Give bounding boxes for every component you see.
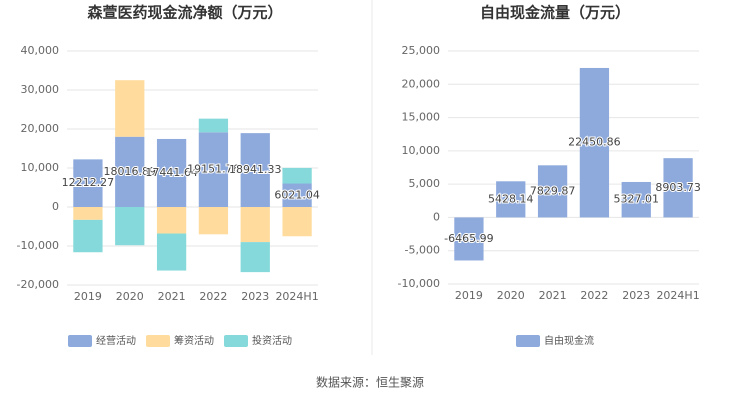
y-tick-label: 0 bbox=[52, 200, 59, 213]
bar bbox=[198, 207, 229, 235]
bar bbox=[115, 207, 145, 246]
y-tick-label: 0 bbox=[433, 210, 440, 223]
bar bbox=[156, 138, 187, 207]
bar bbox=[454, 217, 484, 261]
y-tick-label: 30,000 bbox=[21, 83, 60, 96]
legend-label: 经营活动 bbox=[96, 334, 136, 347]
data-label: 5327.01 bbox=[614, 193, 660, 206]
bar bbox=[240, 207, 270, 243]
bar bbox=[282, 207, 312, 237]
bar bbox=[73, 159, 103, 207]
bar bbox=[663, 158, 693, 218]
y-tick-label: 20,000 bbox=[21, 122, 60, 135]
bar bbox=[240, 133, 270, 207]
bar bbox=[240, 242, 270, 273]
y-tick-label: -10,000 bbox=[398, 277, 440, 290]
y-tick-label: 5,000 bbox=[409, 177, 441, 190]
bar bbox=[115, 80, 145, 137]
y-tick-label: 25,000 bbox=[402, 44, 441, 57]
bar bbox=[73, 219, 103, 253]
bar bbox=[282, 167, 312, 184]
data-label: 12212.27 bbox=[62, 176, 115, 189]
legend-label: 筹资活动 bbox=[174, 334, 214, 347]
x-tick-label: 2020 bbox=[116, 290, 144, 303]
bar bbox=[537, 165, 568, 218]
x-tick-label: 2021 bbox=[158, 290, 186, 303]
x-tick-label: 2023 bbox=[622, 289, 650, 302]
x-tick-label: 2024H1 bbox=[275, 290, 318, 303]
x-tick-label: 2024H1 bbox=[656, 289, 699, 302]
x-tick-label: 2022 bbox=[199, 290, 227, 303]
bar bbox=[198, 132, 229, 207]
chart-title: 森萱医药现金流净额（万元） bbox=[87, 4, 282, 22]
y-tick-label: 20,000 bbox=[402, 77, 441, 90]
data-label: 19151.76 bbox=[187, 163, 240, 176]
x-tick-label: 2019 bbox=[74, 290, 102, 303]
data-label: 17441.64 bbox=[145, 166, 198, 179]
bar bbox=[156, 207, 187, 234]
x-tick-label: 2020 bbox=[497, 289, 525, 302]
bar bbox=[621, 181, 651, 218]
bar bbox=[496, 181, 526, 218]
y-tick-label: 10,000 bbox=[402, 144, 441, 157]
legend-swatch bbox=[516, 335, 540, 347]
chart-title: 自由现金流量（万元） bbox=[480, 4, 630, 22]
y-tick-label: 15,000 bbox=[402, 111, 441, 124]
data-label: 8903.73 bbox=[655, 181, 701, 194]
x-tick-label: 2019 bbox=[455, 289, 483, 302]
bar bbox=[115, 136, 145, 207]
data-label: 18016.89 bbox=[104, 165, 157, 178]
legend-label: 投资活动 bbox=[252, 334, 292, 347]
y-tick-label: -10,000 bbox=[17, 239, 59, 252]
bar bbox=[73, 207, 103, 220]
legend-label: 自由现金流 bbox=[544, 334, 594, 347]
data-label: -6465.99 bbox=[444, 232, 493, 245]
x-tick-label: 2022 bbox=[580, 289, 608, 302]
y-tick-label: -20,000 bbox=[17, 278, 59, 291]
bar bbox=[198, 118, 229, 133]
y-tick-label: 10,000 bbox=[21, 161, 60, 174]
y-tick-label: 40,000 bbox=[21, 44, 60, 57]
x-tick-label: 2023 bbox=[241, 290, 269, 303]
bar bbox=[282, 183, 312, 207]
legend-swatch bbox=[146, 335, 170, 347]
source-note: 数据来源：恒生聚源 bbox=[316, 375, 424, 390]
data-label: 18941.33 bbox=[229, 163, 282, 176]
data-label: 6021.04 bbox=[274, 188, 320, 201]
data-label: 22450.86 bbox=[568, 136, 621, 149]
bar bbox=[579, 67, 610, 218]
data-label: 7829.87 bbox=[530, 184, 576, 197]
legend-swatch bbox=[224, 335, 248, 347]
x-tick-label: 2021 bbox=[539, 289, 567, 302]
y-tick-label: -5,000 bbox=[405, 244, 440, 257]
bar bbox=[156, 233, 187, 271]
data-label: 5428.14 bbox=[488, 192, 534, 205]
legend-swatch bbox=[68, 335, 92, 347]
